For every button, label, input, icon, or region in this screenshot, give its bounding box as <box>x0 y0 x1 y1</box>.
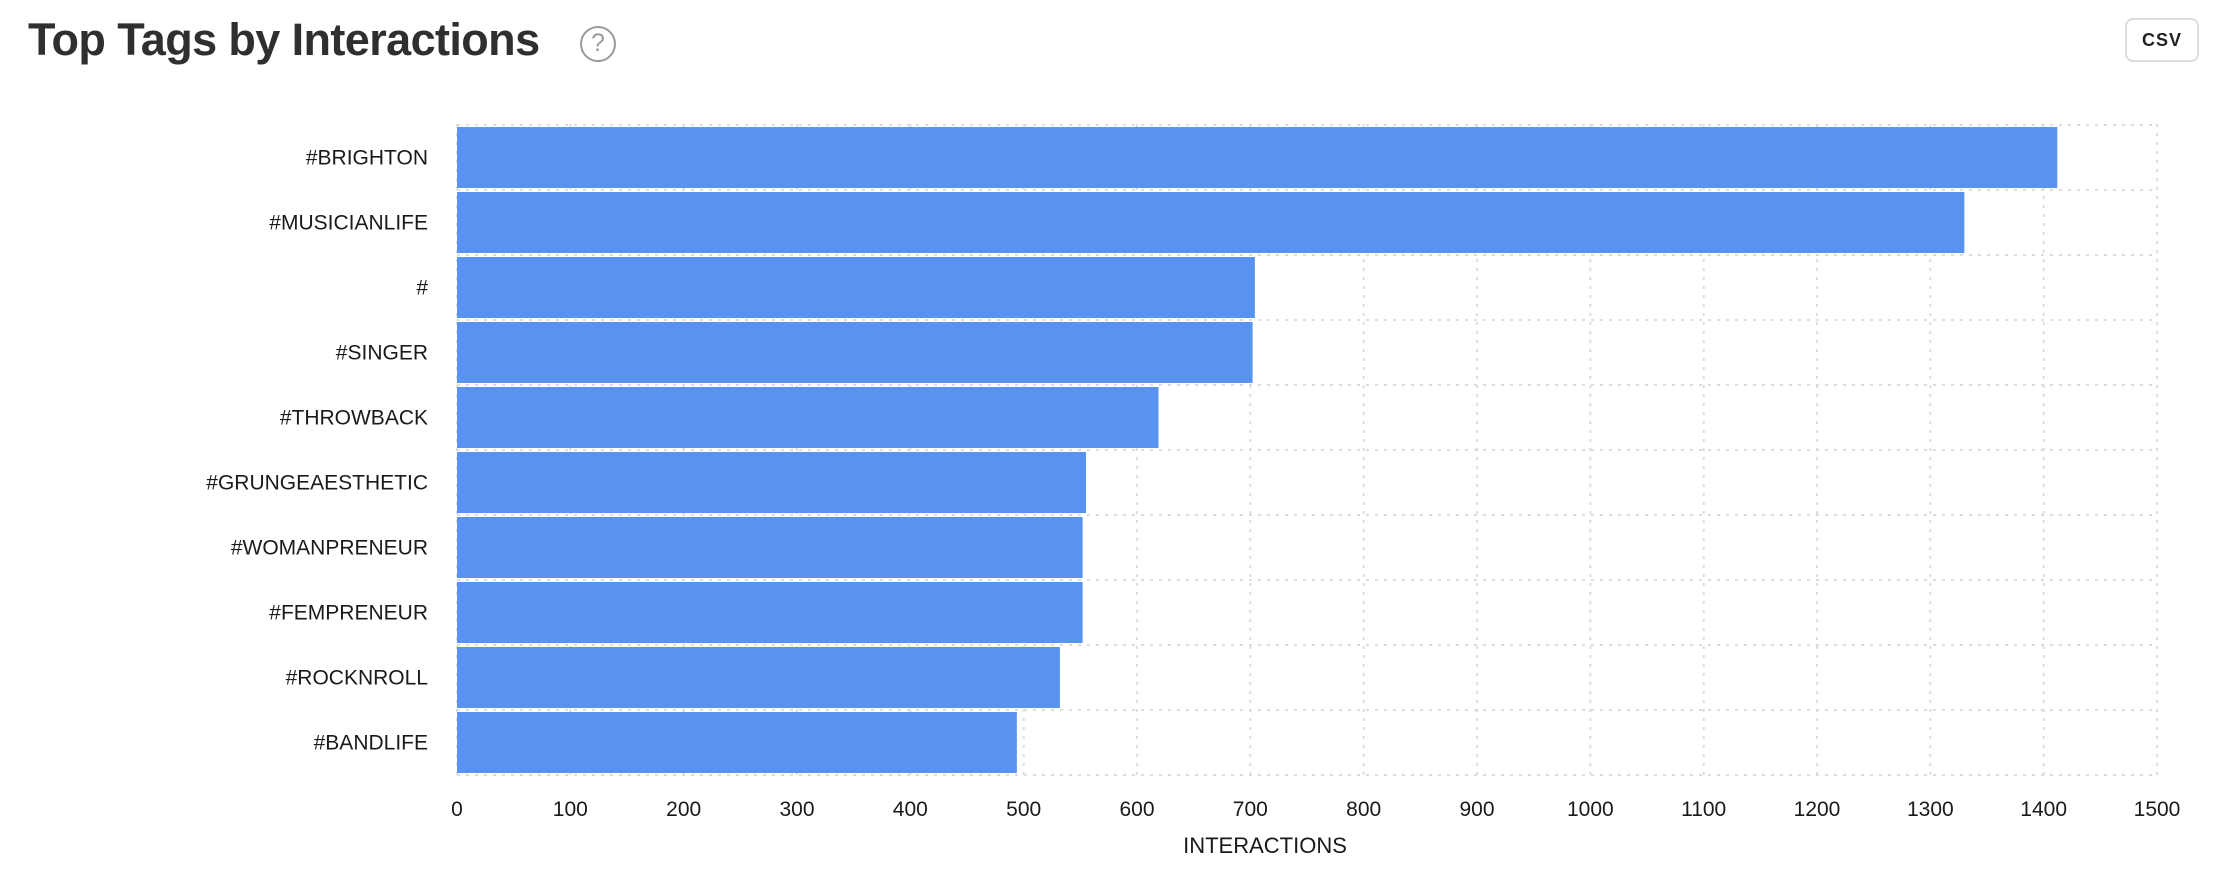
csv-export-button[interactable]: CSV <box>2125 18 2199 62</box>
bar-grungeaesthetic[interactable] <box>457 452 1086 513</box>
x-tick-label: 1100 <box>1681 798 1726 821</box>
category-label: #MUSICIANLIFE <box>269 212 428 235</box>
x-tick-label: 700 <box>1233 798 1268 821</box>
bar-fempreneur[interactable] <box>457 582 1083 643</box>
x-tick-label: 1200 <box>1794 798 1841 821</box>
bar-musicianlife[interactable] <box>457 192 1965 253</box>
bar-rocknroll[interactable] <box>457 647 1060 708</box>
category-labels: #BRIGHTON #MUSICIANLIFE # #SINGER #THROWBACK… <box>206 147 428 755</box>
x-tick-label: 800 <box>1346 798 1381 821</box>
x-tick-label: 900 <box>1459 798 1494 821</box>
category-label: # <box>416 277 428 300</box>
category-label: #SINGER <box>336 342 428 365</box>
category-label: #ROCKNROLL <box>286 667 428 690</box>
x-tick-label: 100 <box>553 798 588 821</box>
x-tick-label: 300 <box>779 798 814 821</box>
bars <box>457 127 2058 773</box>
x-tick-label: 1500 <box>2134 798 2181 821</box>
category-label: #BANDLIFE <box>314 732 428 755</box>
x-tick-label: 1400 <box>2020 798 2067 821</box>
x-tick-label: 1000 <box>1567 798 1614 821</box>
category-label: #GRUNGEAESTHETIC <box>206 472 428 495</box>
x-tick-label: 500 <box>1006 798 1041 821</box>
bar-womanpreneur[interactable] <box>457 517 1083 578</box>
x-axis-title: INTERACTIONS <box>1183 833 1347 858</box>
category-label: #THROWBACK <box>280 407 428 430</box>
help-icon[interactable]: ? <box>580 26 616 62</box>
bar-throwback[interactable] <box>457 387 1159 448</box>
chart-title: Top Tags by Interactions <box>28 14 540 65</box>
category-label: #BRIGHTON <box>306 147 428 170</box>
x-tick-label: 400 <box>893 798 928 821</box>
category-label: #FEMPRENEUR <box>269 602 428 625</box>
bar-brighton[interactable] <box>457 127 2058 188</box>
x-tick-label: 600 <box>1119 798 1154 821</box>
x-tick-label: 0 <box>451 798 463 821</box>
bar-hash[interactable] <box>457 257 1255 318</box>
x-tick-label: 200 <box>666 798 701 821</box>
category-label: #WOMANPRENEUR <box>231 537 428 560</box>
x-axis-ticks: 0 100 200 300 400 500 600 700 800 900 1000 1100 1200… <box>451 798 2180 821</box>
bar-singer[interactable] <box>457 322 1253 383</box>
x-tick-label: 1300 <box>1907 798 1954 821</box>
bar-bandlife[interactable] <box>457 712 1017 773</box>
